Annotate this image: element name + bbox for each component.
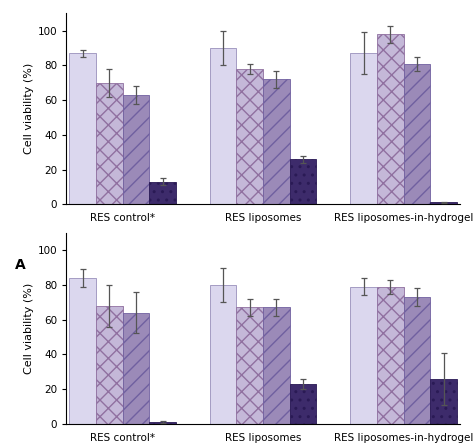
Bar bbox=[290, 159, 317, 204]
Bar bbox=[290, 384, 317, 424]
Bar bbox=[377, 287, 403, 424]
Bar bbox=[403, 64, 430, 204]
Bar bbox=[96, 306, 123, 424]
Bar bbox=[430, 379, 457, 424]
Bar bbox=[123, 95, 149, 204]
Bar bbox=[210, 48, 237, 204]
Bar bbox=[123, 313, 149, 424]
Y-axis label: Cell viability (%): Cell viability (%) bbox=[24, 63, 34, 154]
Bar bbox=[69, 278, 96, 424]
Y-axis label: Cell viability (%): Cell viability (%) bbox=[24, 283, 34, 374]
Bar bbox=[69, 53, 96, 204]
Bar bbox=[237, 69, 263, 204]
Bar bbox=[237, 307, 263, 424]
Bar bbox=[263, 79, 290, 204]
Bar bbox=[210, 285, 237, 424]
Legend: 1.5 μg/mL, 3 μg/mL, 6 μg/mL, 60 μg/mL: 1.5 μg/mL, 3 μg/mL, 6 μg/mL, 60 μg/mL bbox=[71, 277, 323, 287]
Bar bbox=[377, 34, 403, 204]
Text: A: A bbox=[15, 258, 26, 272]
Bar bbox=[149, 422, 176, 424]
Bar bbox=[149, 182, 176, 204]
Bar bbox=[350, 287, 377, 424]
Bar bbox=[430, 202, 457, 204]
Bar bbox=[263, 307, 290, 424]
Bar bbox=[403, 297, 430, 424]
Bar bbox=[350, 53, 377, 204]
Bar bbox=[96, 83, 123, 204]
